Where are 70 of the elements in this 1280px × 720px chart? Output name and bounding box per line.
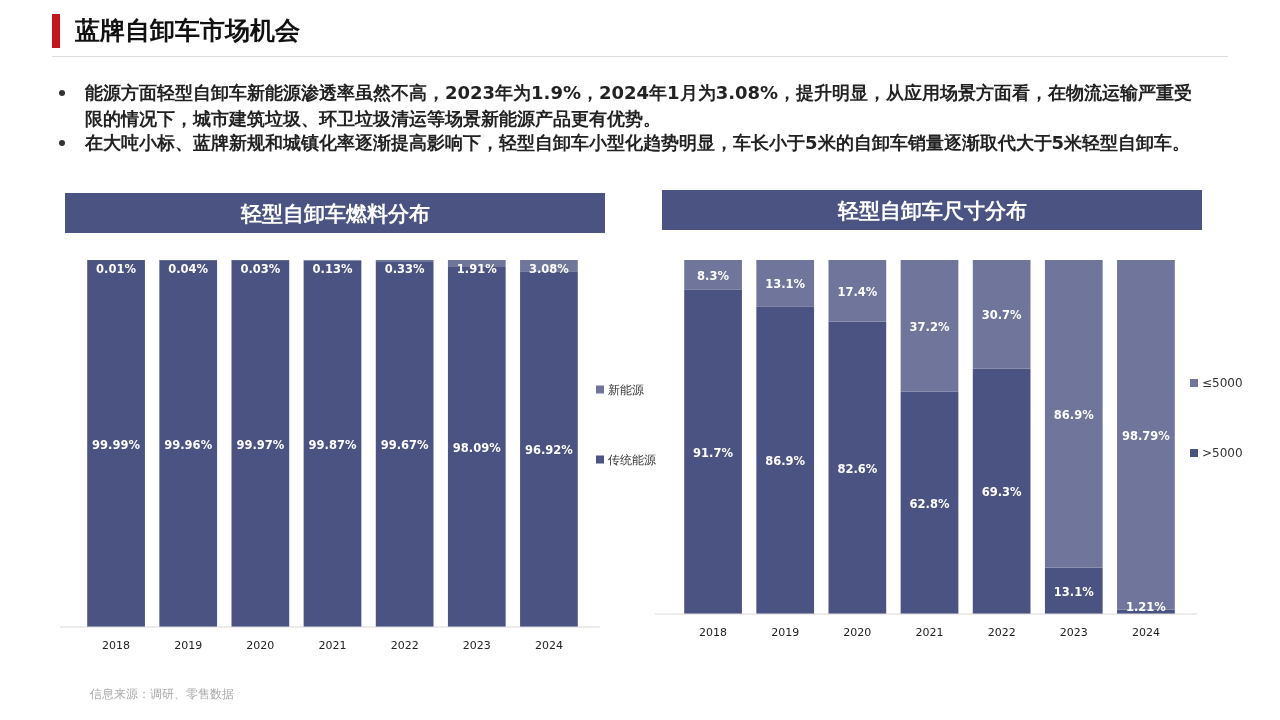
- bar: [900, 391, 959, 614]
- text: 在大吨小标、蓝牌新规和城镇化率逐渐提高影响下，轻型自卸车小型化趋势明显，车长小于5米的自卸车销量逐渐取代大于5米轻型自卸车。: [85, 131, 1192, 155]
- data-label: 0.33%: [384, 262, 426, 276]
- chart-title: 轻型自卸车燃料分布: [239, 202, 430, 226]
- data-label: 98.79%: [1121, 428, 1171, 443]
- x-tick-label: 2022: [987, 626, 1016, 639]
- data-label: 0.01%: [96, 262, 137, 276]
- data-label: 99.87%: [308, 437, 357, 452]
- data-label: 0.04%: [168, 262, 209, 276]
- bar: [684, 289, 742, 614]
- bar: [828, 260, 887, 322]
- bar: [828, 321, 887, 614]
- data-label: 8.3%: [697, 268, 730, 283]
- x-tick-label: 2024: [534, 639, 563, 652]
- data-label: 17.4%: [837, 284, 878, 299]
- data-label: 82.6%: [837, 461, 878, 476]
- x-tick-label: 2022: [390, 639, 419, 652]
- data-label: 98.09%: [452, 441, 502, 455]
- bar: [159, 260, 218, 627]
- x-tick-label: 2023: [1059, 626, 1088, 639]
- bar: [1044, 260, 1103, 568]
- data-label: 96.92%: [524, 443, 574, 458]
- data-label: 1.91%: [456, 262, 498, 276]
- x-tick-label: 2019: [771, 626, 800, 639]
- data-label: 13.1%: [1053, 584, 1095, 599]
- x-tick-label: 2019: [174, 639, 203, 652]
- bar: [1117, 260, 1175, 610]
- x-tick-label: 2018: [102, 639, 131, 652]
- data-label: 30.7%: [981, 308, 1023, 323]
- data-label: 99.99%: [92, 437, 141, 452]
- data-label: 99.67%: [380, 438, 430, 453]
- data-label: 37.2%: [909, 319, 950, 334]
- bar: [375, 261, 434, 627]
- bar: [87, 260, 145, 627]
- x-tick-label: 2021: [318, 639, 347, 652]
- data-label: 99.97%: [236, 437, 285, 452]
- x-tick-label: 2024: [1131, 626, 1160, 639]
- data-label: 86.9%: [1053, 407, 1095, 422]
- text: 能源方面轻型自卸车新能源渗透率虽然不高，2023年为1.9%，2024年1月为3.08%，提升明显，从应用场景方面看，在物流运输严重受限的情况下，城市建筑垃圾、环卫垃圾清运等场景新能源产品更有优势。: [85, 81, 1194, 131]
- x-tick-label: 2023: [462, 639, 491, 652]
- x-tick-label: 2018: [699, 626, 728, 639]
- bar: [756, 306, 815, 614]
- bar: [756, 260, 815, 307]
- x-tick-label: 2021: [915, 626, 944, 639]
- data-label: 13.1%: [765, 277, 806, 292]
- text: 蓝牌自卸车市场机会: [75, 15, 300, 47]
- x-tick-label: 2020: [843, 626, 872, 639]
- bar: [972, 260, 1031, 369]
- bar: [303, 260, 362, 627]
- legend-label: >5000: [1202, 446, 1243, 460]
- data-label: 69.3%: [981, 485, 1023, 500]
- legend-label: 新能源: [608, 382, 644, 397]
- data-label: 86.9%: [765, 454, 806, 469]
- data-label: 0.13%: [312, 262, 353, 276]
- bar: [231, 260, 290, 627]
- data-label: 1.21%: [1125, 600, 1167, 614]
- legend-label: 传统能源: [608, 452, 656, 467]
- bar: [900, 260, 959, 392]
- bar: [972, 368, 1031, 614]
- data-label: 3.08%: [528, 262, 570, 276]
- data-label: 91.7%: [693, 445, 734, 460]
- data-label: 0.03%: [240, 262, 281, 276]
- chart-title: 轻型自卸车尺寸分布: [836, 199, 1027, 223]
- x-tick-label: 2020: [246, 639, 275, 652]
- bar: [520, 271, 578, 627]
- data-label: 99.96%: [164, 437, 213, 452]
- text: 信息来源：调研、零售数据: [90, 686, 234, 703]
- data-label: 62.8%: [909, 496, 950, 511]
- legend-label: ≤5000: [1202, 376, 1243, 390]
- bar: [1044, 567, 1103, 614]
